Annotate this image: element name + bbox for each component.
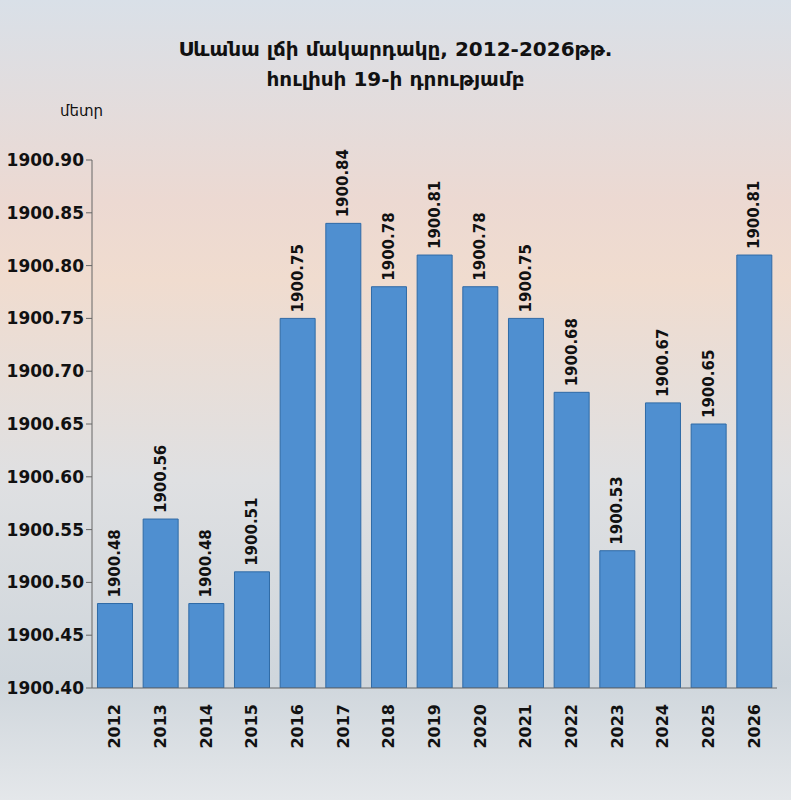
- svg-text:1900.48: 1900.48: [106, 529, 124, 597]
- svg-text:1900.40: 1900.40: [7, 678, 85, 698]
- html-text:Սևանա լճի մակարդակը, 2012-2026: Սևանա լճի մակարդակը, 2012-2026թթ.: [178, 37, 613, 61]
- svg-text:1900.50: 1900.50: [7, 572, 85, 592]
- svg-text:2023: 2023: [608, 704, 627, 749]
- svg-text:1900.81: 1900.81: [426, 181, 444, 249]
- svg-text:2019: 2019: [425, 704, 444, 749]
- svg-text:2024: 2024: [653, 704, 672, 749]
- svg-text:2017: 2017: [334, 704, 353, 749]
- svg-text:1900.75: 1900.75: [7, 308, 84, 328]
- svg-text:2018: 2018: [379, 704, 398, 749]
- svg-text:1900.53: 1900.53: [608, 476, 626, 544]
- svg-text:1900.75: 1900.75: [289, 244, 307, 312]
- svg-text:1900.45: 1900.45: [7, 625, 84, 645]
- svg-text:1900.78: 1900.78: [471, 212, 489, 280]
- svg-text:1900.56: 1900.56: [152, 445, 170, 513]
- svg-text:1900.84: 1900.84: [334, 149, 352, 217]
- svg-text:1900.90: 1900.90: [7, 150, 85, 170]
- svg-text:1900.65: 1900.65: [700, 350, 718, 418]
- svg-text:1900.80: 1900.80: [7, 256, 85, 276]
- svg-text:2012: 2012: [105, 704, 124, 749]
- svg-text:2014: 2014: [197, 704, 216, 749]
- svg-text:1900.60: 1900.60: [7, 467, 85, 487]
- svg-text:1900.75: 1900.75: [517, 244, 535, 312]
- svg-text:2016: 2016: [288, 704, 307, 749]
- svg-text:1900.85: 1900.85: [7, 203, 84, 223]
- svg-text:2013: 2013: [151, 704, 170, 749]
- svg-text:1900.67: 1900.67: [654, 329, 672, 397]
- svg-text:1900.81: 1900.81: [745, 181, 763, 249]
- svg-text:2026: 2026: [745, 704, 764, 749]
- html-text:հուլիսի 19-ի դրությամբ: հուլիսի 19-ի դրությամբ: [266, 67, 525, 91]
- svg-text:2025: 2025: [699, 704, 718, 749]
- svg-text:2021: 2021: [516, 704, 535, 749]
- svg-text:1900.65: 1900.65: [7, 414, 84, 434]
- html-text:մետր: մետր: [60, 102, 104, 120]
- svg-text:1900.51: 1900.51: [243, 498, 261, 566]
- svg-text:2020: 2020: [471, 704, 490, 749]
- svg-text:1900.70: 1900.70: [7, 361, 85, 381]
- svg-text:1900.55: 1900.55: [7, 520, 84, 540]
- svg-text:1900.78: 1900.78: [380, 212, 398, 280]
- svg-text:1900.48: 1900.48: [197, 529, 215, 597]
- svg-text:2015: 2015: [242, 704, 261, 749]
- svg-text:1900.68: 1900.68: [563, 318, 581, 386]
- svg-text:2022: 2022: [562, 704, 581, 749]
